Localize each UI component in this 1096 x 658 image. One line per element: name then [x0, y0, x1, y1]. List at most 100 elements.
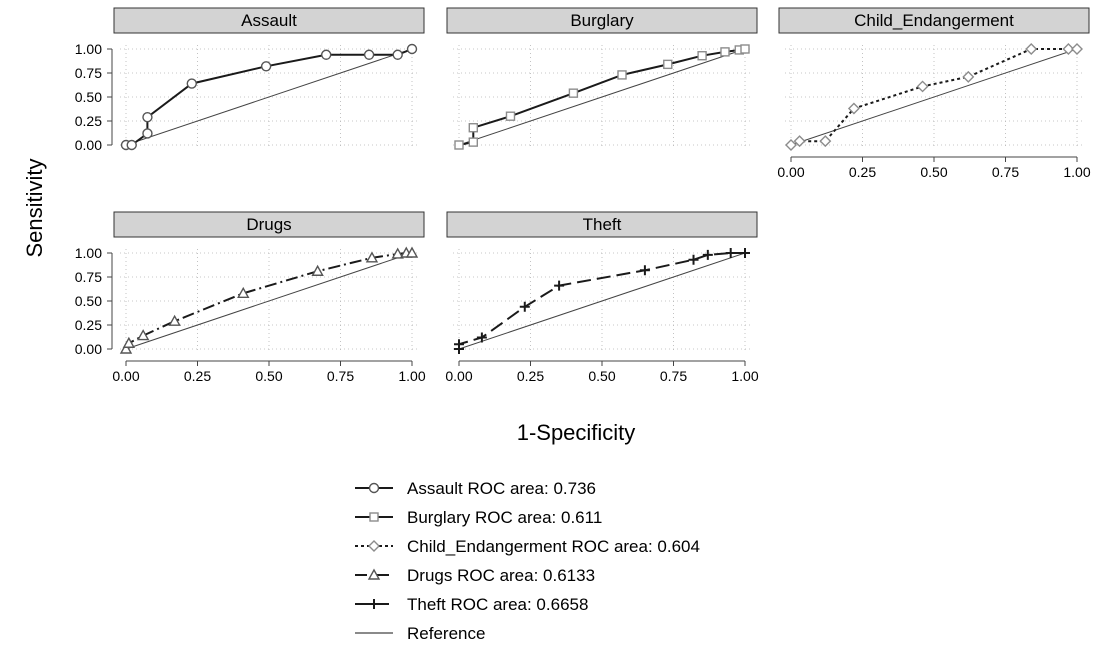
- marker-square: [697, 51, 707, 61]
- marker-diamond: [916, 80, 929, 93]
- marker-triangle: [391, 247, 404, 259]
- marker-square: [505, 111, 516, 121]
- marker-diamond: [819, 135, 832, 148]
- legend-item: Theft ROC area: 0.6658: [355, 595, 588, 614]
- legend-label: Drugs ROC area: 0.6133: [407, 566, 595, 585]
- panel-assault: Assault 0.00 0.25 0.50 0.75 1.00: [75, 7, 425, 153]
- marker-diamond: [847, 102, 860, 115]
- chart-legend: Assault ROC area: 0.736 Burglary ROC area…: [355, 479, 700, 643]
- marker-circle: [142, 111, 153, 123]
- roc-points: [119, 246, 419, 354]
- y-tick-label: 0.25: [75, 317, 102, 333]
- reference-line: [458, 252, 746, 350]
- chart-panels: Assault 0.00 0.25 0.50 0.75 1.00 Burglary Child…: [75, 7, 1091, 384]
- x-tick-label: 0.00: [112, 368, 139, 384]
- marker-circle: [363, 49, 375, 60]
- marker-diamond: [785, 139, 797, 151]
- panel-strip: [778, 7, 1090, 34]
- marker-circle: [392, 49, 403, 60]
- x-tick-label: 0.75: [660, 368, 687, 384]
- marker-square: [369, 512, 379, 522]
- y-tick-label: 1.00: [75, 245, 102, 261]
- panel-title: Drugs: [246, 215, 291, 234]
- x-tick-label: 0.25: [184, 368, 211, 384]
- panel-title: Burglary: [570, 11, 634, 30]
- marker-triangle: [136, 329, 150, 341]
- marker-circle: [126, 139, 137, 151]
- y-tick-label: 0.00: [75, 137, 102, 153]
- roc-points: [120, 43, 418, 151]
- x-tick-label: 0.50: [920, 164, 947, 180]
- marker-triangle: [311, 264, 324, 276]
- marker-triangle: [365, 251, 379, 263]
- marker-square: [568, 88, 579, 98]
- x-tick-label: 0.50: [255, 368, 282, 384]
- legend-label: Assault ROC area: 0.736: [407, 479, 596, 498]
- y-tick-label: 0.00: [75, 341, 102, 357]
- marker-plus: [639, 265, 650, 276]
- marker-square: [740, 44, 750, 54]
- roc-series-line: [126, 48, 413, 146]
- panel-child_endangerment: Child_Endangerment 0.00 0.25 0.50 0.75 1.00: [777, 7, 1091, 180]
- legend-item: Burglary ROC area: 0.611: [355, 508, 602, 527]
- marker-square: [468, 137, 478, 147]
- marker-square: [454, 140, 464, 150]
- x-tick-label: 0.00: [445, 368, 472, 384]
- marker-diamond: [1025, 43, 1038, 55]
- x-tick-label: 0.25: [849, 164, 876, 180]
- panel-title: Child_Endangerment: [854, 11, 1014, 30]
- marker-triangle: [237, 286, 250, 299]
- panel-title: Theft: [583, 215, 622, 234]
- y-tick-label: 0.75: [75, 269, 102, 285]
- marker-circle: [368, 482, 380, 494]
- y-tick-label: 0.75: [75, 65, 102, 81]
- marker-circle: [321, 49, 332, 60]
- marker-triangle: [405, 246, 419, 258]
- x-tick-label: 0.75: [327, 368, 354, 384]
- marker-circle: [142, 128, 153, 139]
- legend-item: Assault ROC area: 0.736: [355, 479, 596, 498]
- marker-circle: [406, 43, 418, 55]
- panel-strip: [446, 7, 758, 34]
- marker-plus: [476, 332, 487, 343]
- marker-diamond: [793, 135, 806, 148]
- roc-series-line: [458, 252, 745, 349]
- marker-plus: [454, 339, 464, 350]
- marker-square: [663, 59, 673, 70]
- reference-line: [125, 48, 413, 146]
- marker-plus: [740, 248, 750, 258]
- panel-drugs: Drugs 0.00 0.25 0.50 0.75 1.00 0.00 0.25 0.50 0.7…: [75, 211, 426, 384]
- marker-plus: [702, 249, 713, 260]
- panel-strip: [113, 211, 425, 238]
- x-tick-label: 1.00: [731, 368, 758, 384]
- marker-plus: [725, 248, 736, 258]
- y-axis-title: Sensitivity: [22, 158, 47, 257]
- marker-triangle: [367, 568, 381, 580]
- x-axis-title: 1-Specificity: [517, 420, 636, 445]
- marker-square: [720, 47, 730, 57]
- panel-title: Assault: [241, 11, 297, 30]
- marker-triangle: [119, 342, 133, 354]
- marker-diamond: [368, 540, 380, 552]
- roc-points: [454, 248, 750, 354]
- reference-line: [458, 48, 746, 146]
- panel-strip: [446, 211, 758, 238]
- roc-series-line: [125, 252, 412, 350]
- marker-diamond: [1062, 43, 1075, 55]
- panel-burglary: Burglary: [446, 7, 758, 150]
- marker-square: [617, 70, 627, 80]
- marker-circle: [186, 78, 197, 89]
- marker-plus: [688, 254, 699, 265]
- marker-plus: [554, 280, 565, 291]
- marker-square: [468, 123, 478, 133]
- marker-circle: [260, 61, 272, 72]
- legend-label: Child_Endangerment ROC area: 0.604: [407, 537, 700, 556]
- panel-strip: [113, 7, 425, 34]
- x-tick-label: 1.00: [1063, 164, 1090, 180]
- legend-item: Child_Endangerment ROC area: 0.604: [355, 537, 700, 556]
- marker-diamond: [962, 70, 975, 83]
- legend-label: Reference: [407, 624, 485, 643]
- x-tick-label: 0.75: [992, 164, 1019, 180]
- y-tick-label: 0.25: [75, 113, 102, 129]
